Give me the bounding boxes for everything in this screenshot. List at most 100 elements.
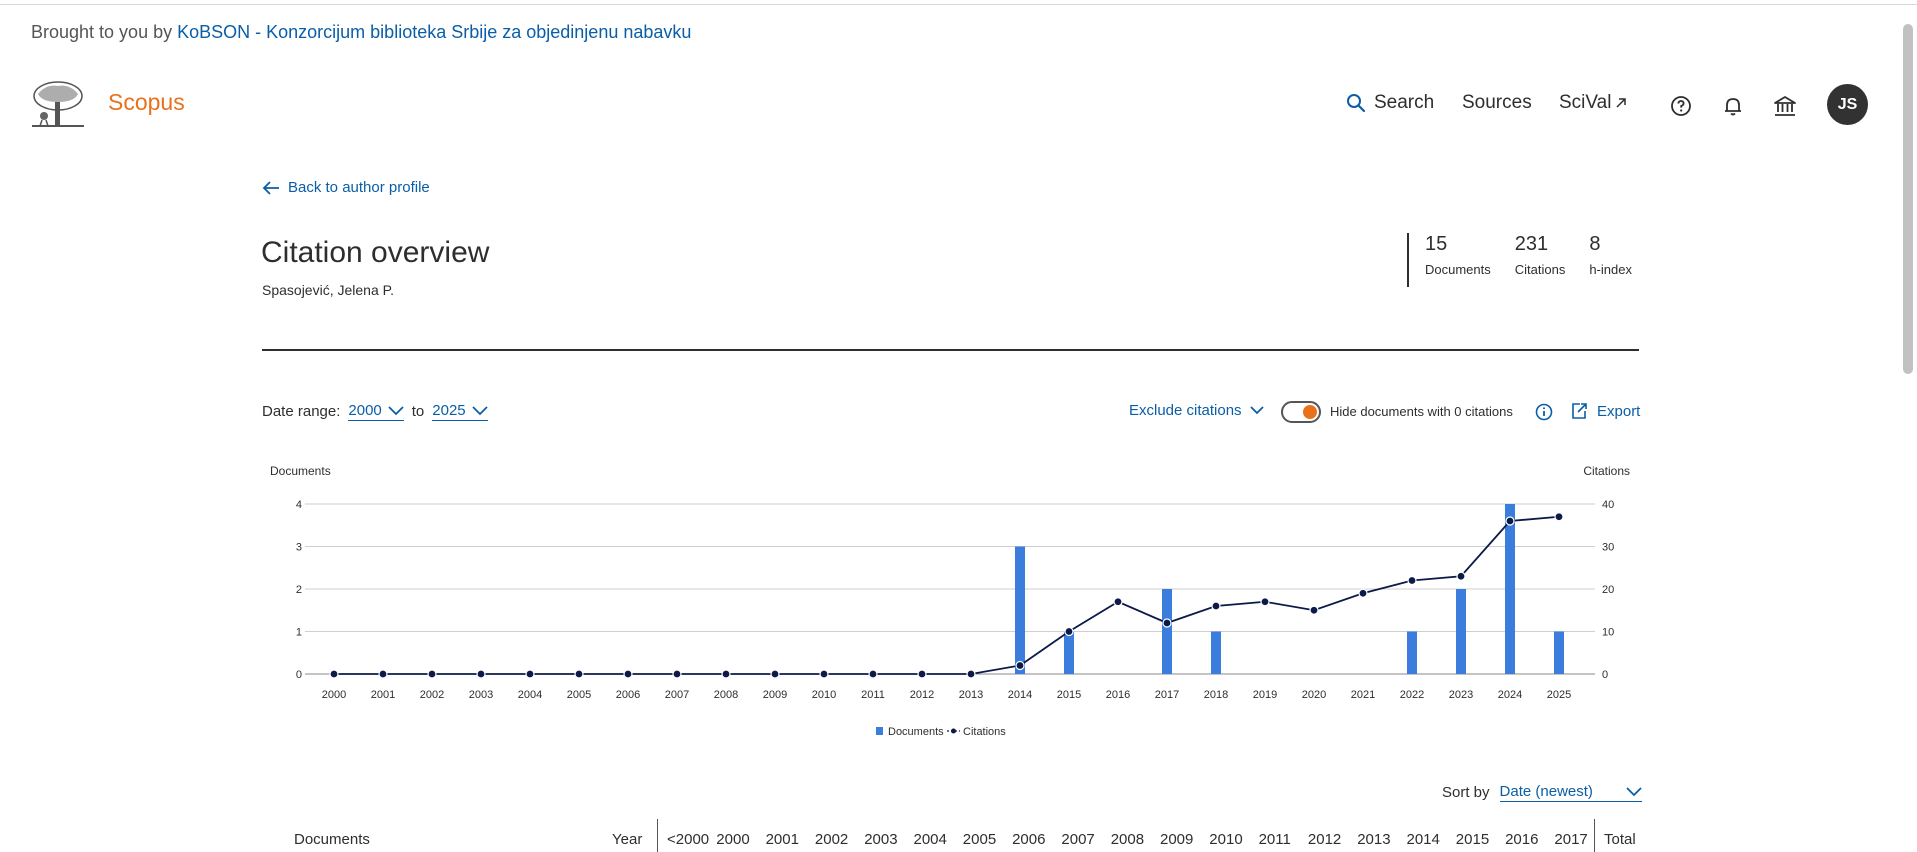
citations-point	[1113, 597, 1123, 607]
year-column-header: Year	[612, 831, 643, 848]
right-tick-label: 30	[1602, 542, 1614, 554]
citations-point	[1309, 605, 1319, 615]
citations-point	[819, 669, 829, 679]
year-column-header: 2006	[1012, 831, 1046, 848]
legend-citations-marker	[951, 728, 956, 734]
legend-citations-label: Citations	[963, 726, 1006, 738]
exclude-citations-dropdown[interactable]: Exclude citations	[1129, 402, 1264, 419]
year-column-header: 2016	[1505, 831, 1539, 848]
citations-point	[378, 669, 388, 679]
hide-zero-citations-toggle[interactable]	[1281, 401, 1321, 423]
year-column-header: <2000	[667, 831, 710, 848]
notifications-button[interactable]	[1719, 92, 1747, 120]
legend-documents-label: Documents	[888, 726, 944, 738]
citations-point	[1554, 512, 1564, 522]
citations-point	[1064, 626, 1074, 637]
right-tick-label: 40	[1602, 499, 1614, 511]
bell-icon	[1725, 98, 1741, 116]
metric-h-index: 8 h-index	[1589, 233, 1632, 287]
year-column-header: 2009	[1160, 831, 1194, 848]
institution-link[interactable]: KoBSON - Konzorcijum biblioteka Srbije z…	[177, 22, 692, 42]
info-icon[interactable]	[1535, 403, 1553, 421]
x-tick-label: 2022	[1400, 689, 1424, 701]
x-tick-label: 2013	[959, 689, 983, 701]
total-column-header: Total	[1604, 831, 1636, 848]
nav-scival[interactable]: SciVal	[1559, 92, 1628, 114]
x-tick-label: 2004	[518, 689, 542, 701]
left-tick-label: 3	[296, 542, 302, 554]
x-tick-label: 2007	[665, 689, 689, 701]
citations-point	[329, 669, 339, 679]
back-to-author-link[interactable]: Back to author profile	[262, 179, 430, 196]
x-tick-label: 2019	[1253, 689, 1277, 701]
citations-point	[721, 669, 731, 679]
chart-bars	[1015, 504, 1564, 674]
x-tick-label: 2003	[469, 689, 493, 701]
date-to-select[interactable]: 2025	[432, 402, 488, 421]
help-button[interactable]	[1667, 92, 1695, 120]
citations-point	[427, 669, 437, 679]
back-link-label: Back to author profile	[288, 179, 430, 196]
date-to-value: 2025	[432, 402, 466, 419]
page-title: Citation overview	[261, 236, 490, 269]
x-tick-label: 2015	[1057, 689, 1081, 701]
x-tick-label: 2020	[1302, 689, 1326, 701]
elsevier-logo[interactable]	[30, 80, 86, 130]
institution-icon	[1774, 96, 1796, 116]
x-tick-label: 2006	[616, 689, 640, 701]
legend-documents-swatch	[876, 727, 883, 735]
sort-select[interactable]: Date (newest)	[1499, 783, 1642, 802]
year-column-header: 2003	[864, 831, 898, 848]
search-icon	[1347, 94, 1366, 113]
citations-point	[672, 669, 682, 679]
x-tick-label: 2023	[1449, 689, 1473, 701]
author-metrics: 15 Documents 231 Citations 8 h-index	[1407, 233, 1656, 287]
left-tick-label: 2	[296, 584, 302, 596]
external-link-icon	[1616, 98, 1627, 108]
x-tick-label: 2010	[812, 689, 836, 701]
documents-bar	[1211, 631, 1221, 674]
nav-search[interactable]: Search	[1346, 92, 1434, 114]
column-divider	[657, 819, 658, 852]
x-tick-label: 2016	[1106, 689, 1130, 701]
nav-sources[interactable]: Sources	[1462, 92, 1532, 113]
export-button[interactable]: Export	[1570, 402, 1640, 420]
year-column-header: 2017	[1554, 831, 1588, 848]
x-tick-label: 2008	[714, 689, 738, 701]
date-from-select[interactable]: 2000	[348, 402, 404, 421]
citations-point	[525, 669, 535, 679]
scopus-brand[interactable]: Scopus	[108, 89, 185, 115]
right-tick-label: 10	[1602, 627, 1614, 639]
institution-button[interactable]	[1771, 92, 1799, 120]
citation-table-header: Documents Year Total <2000 2000 2001 2002 20…	[262, 815, 1639, 852]
citations-point	[1407, 575, 1417, 586]
metric-h-index-label: h-index	[1589, 262, 1632, 277]
right-tick-label: 0	[1602, 669, 1608, 681]
metric-citations-label: Citations	[1514, 262, 1566, 277]
citations-point	[476, 669, 486, 679]
x-tick-label: 2017	[1155, 689, 1179, 701]
citations-point	[1015, 660, 1025, 671]
institution-banner: Brought to you by KoBSON - Konzorcijum b…	[31, 22, 691, 43]
user-avatar[interactable]: JS	[1827, 84, 1868, 125]
citations-point	[1456, 571, 1466, 581]
year-column-header: 2013	[1357, 831, 1391, 848]
page-scrollbar[interactable]	[1903, 24, 1913, 374]
chevron-down-icon	[472, 405, 488, 415]
sort-value: Date (newest)	[1499, 783, 1593, 800]
documents-column-header[interactable]: Documents	[294, 831, 370, 848]
export-label: Export	[1597, 402, 1641, 420]
year-column-header: 2001	[765, 831, 799, 848]
right-tick-label: 20	[1602, 584, 1614, 596]
citations-point	[1162, 618, 1172, 628]
exclude-citations-label: Exclude citations	[1129, 402, 1242, 419]
documents-bar	[1456, 589, 1466, 674]
citations-point	[917, 669, 927, 679]
documents-bar	[1064, 631, 1074, 674]
x-tick-label: 2005	[567, 689, 591, 701]
x-tick-label: 2018	[1204, 689, 1228, 701]
column-divider	[1594, 819, 1595, 852]
sort-control: Sort by Date (newest)	[1442, 783, 1642, 802]
citations-point	[966, 669, 976, 679]
